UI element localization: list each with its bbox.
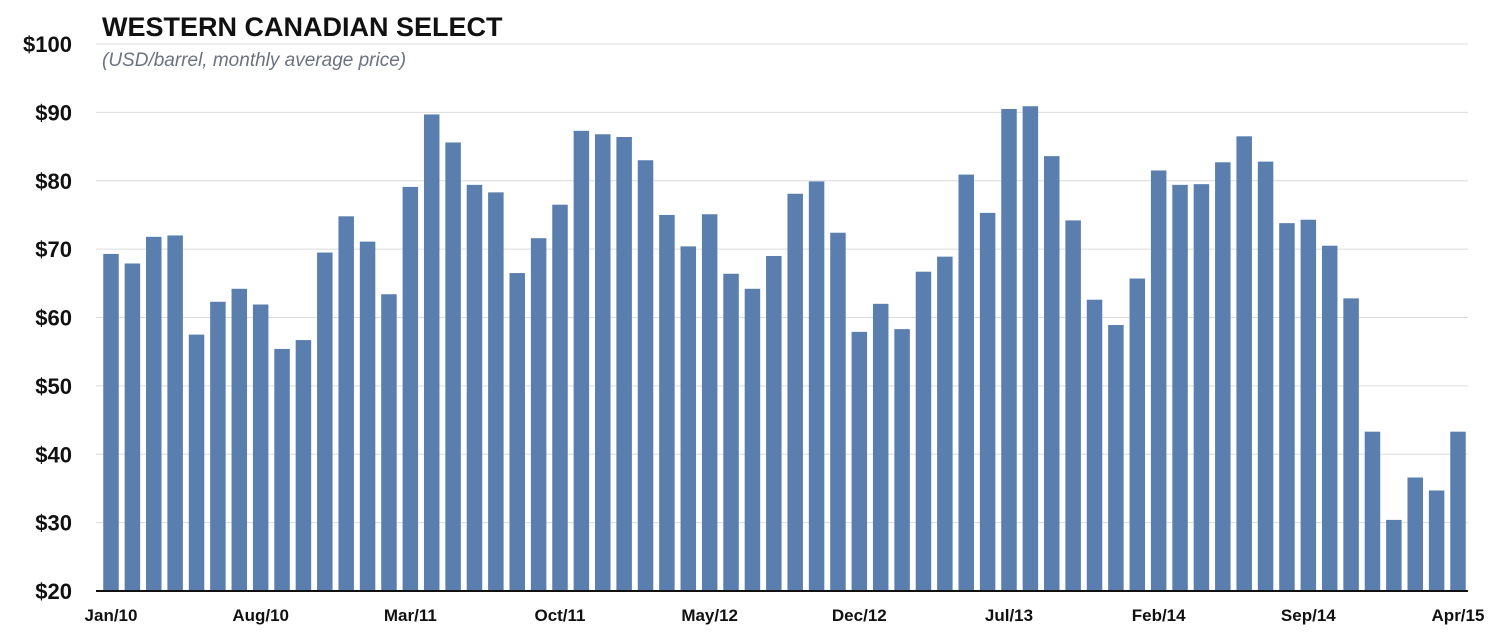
bar bbox=[894, 329, 910, 591]
bar bbox=[423, 114, 440, 592]
bar bbox=[1108, 325, 1124, 591]
bar bbox=[659, 214, 675, 591]
x-tick-label: Oct/11 bbox=[534, 606, 585, 625]
bar bbox=[1129, 278, 1146, 591]
x-tick-label: Aug/10 bbox=[232, 606, 289, 625]
bar bbox=[1386, 519, 1402, 591]
bar bbox=[445, 142, 461, 591]
bar bbox=[958, 174, 974, 591]
bar bbox=[167, 235, 183, 591]
bar bbox=[1001, 108, 1017, 592]
y-tick-label: $50 bbox=[35, 374, 72, 399]
bar bbox=[488, 192, 504, 591]
bar bbox=[231, 288, 248, 591]
bar bbox=[1172, 184, 1188, 592]
y-tick-label: $40 bbox=[35, 442, 72, 467]
x-tick-label: Sep/14 bbox=[1281, 606, 1336, 625]
x-axis-ticks: Jan/10 Aug/10 Mar/11 Oct/11 May/12 Dec/12 Jul/… bbox=[85, 606, 1485, 625]
bar bbox=[317, 252, 333, 591]
bar bbox=[851, 331, 868, 591]
bar bbox=[338, 216, 354, 591]
bar bbox=[274, 348, 290, 591]
bar bbox=[210, 301, 226, 591]
bar bbox=[124, 263, 141, 591]
bar bbox=[381, 294, 397, 591]
bar bbox=[359, 241, 376, 591]
bar bbox=[1450, 431, 1466, 591]
bar bbox=[188, 334, 205, 591]
x-tick-label: Apr/15 bbox=[1432, 606, 1485, 625]
bar bbox=[103, 253, 119, 591]
x-tick-label: Dec/12 bbox=[832, 606, 887, 625]
x-tick-label: Jul/13 bbox=[985, 606, 1033, 625]
bar bbox=[252, 304, 269, 591]
bar bbox=[766, 255, 782, 591]
y-tick-label: $80 bbox=[35, 169, 72, 194]
bar bbox=[637, 160, 654, 592]
bar bbox=[1321, 245, 1338, 592]
bar bbox=[830, 232, 846, 591]
bar bbox=[1086, 299, 1103, 591]
bar bbox=[146, 236, 162, 591]
chart-subtitle: (USD/barrel, monthly average price) bbox=[102, 50, 406, 71]
bar bbox=[701, 214, 718, 591]
bars bbox=[103, 106, 1466, 592]
y-tick-label: $60 bbox=[35, 306, 72, 331]
bar bbox=[1215, 162, 1231, 591]
bar bbox=[808, 181, 825, 591]
bar bbox=[573, 130, 590, 591]
bar bbox=[295, 340, 312, 591]
x-tick-label: Feb/14 bbox=[1132, 606, 1186, 625]
bar bbox=[1236, 136, 1252, 591]
y-axis-ticks: $20 $30 $40 $50 $60 $70 $80 $90 $100 bbox=[23, 32, 72, 604]
bar bbox=[509, 273, 525, 591]
bar bbox=[1343, 298, 1359, 591]
y-tick-label: $30 bbox=[35, 511, 72, 536]
x-tick-label: Jan/10 bbox=[85, 606, 138, 625]
bar bbox=[1364, 431, 1381, 591]
bar bbox=[744, 288, 761, 591]
bar bbox=[680, 246, 697, 591]
bar bbox=[1193, 184, 1210, 591]
bar bbox=[1257, 161, 1274, 592]
chart-title: WESTERN CANADIAN SELECT bbox=[102, 12, 503, 42]
bar bbox=[1279, 223, 1295, 591]
bar bbox=[552, 204, 568, 591]
x-tick-label: May/12 bbox=[681, 606, 738, 625]
bar bbox=[466, 184, 483, 592]
y-tick-label: $90 bbox=[35, 100, 72, 125]
bar bbox=[872, 303, 889, 591]
bar bbox=[1065, 220, 1081, 591]
bar bbox=[1428, 490, 1445, 591]
bar bbox=[1022, 106, 1039, 591]
bar bbox=[723, 273, 739, 591]
bar bbox=[1150, 170, 1167, 591]
x-tick-label: Mar/11 bbox=[384, 606, 437, 625]
bar bbox=[402, 186, 419, 591]
bar bbox=[787, 193, 803, 591]
bar bbox=[595, 134, 611, 591]
y-tick-label: $100 bbox=[23, 32, 72, 57]
bar bbox=[937, 256, 953, 591]
y-tick-label: $70 bbox=[35, 237, 72, 262]
bar bbox=[979, 212, 996, 592]
bar bbox=[1044, 156, 1060, 591]
bar bbox=[616, 136, 632, 592]
bar bbox=[1407, 477, 1423, 591]
bar bbox=[915, 271, 932, 591]
y-tick-label: $20 bbox=[35, 579, 72, 604]
bar bbox=[1300, 219, 1317, 591]
bar bbox=[530, 238, 547, 591]
